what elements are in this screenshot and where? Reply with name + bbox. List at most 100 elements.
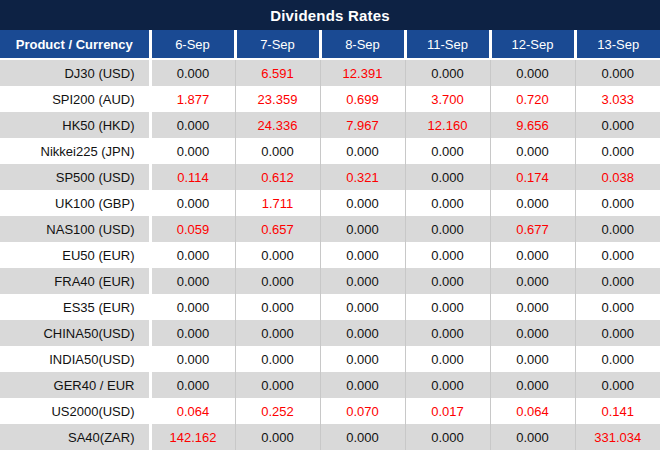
value-cell: 0.000 — [490, 372, 575, 398]
value-cell: 0.000 — [235, 268, 320, 294]
product-cell: NAS100 (USD) — [0, 216, 150, 242]
value-cell: 0.000 — [405, 268, 490, 294]
value-cell: 0.321 — [320, 164, 405, 190]
table-row: DJ30 (USD)0.0006.59112.3910.0000.0000.00… — [0, 59, 660, 86]
value-cell: 0.064 — [150, 398, 235, 424]
value-cell: 0.000 — [490, 268, 575, 294]
product-cell: INDIA50(USD) — [0, 346, 150, 372]
value-cell: 0.000 — [405, 138, 490, 164]
value-cell: 0.000 — [575, 138, 660, 164]
value-cell: 0.038 — [575, 164, 660, 190]
value-cell: 0.000 — [235, 320, 320, 346]
table-row: SPI200 (AUD)1.87723.3590.6993.7000.7203.… — [0, 86, 660, 112]
value-cell: 0.000 — [405, 190, 490, 216]
value-cell: 0.000 — [235, 294, 320, 320]
value-cell: 0.000 — [490, 424, 575, 450]
product-cell: ES35 (EUR) — [0, 294, 150, 320]
value-cell: 0.677 — [490, 216, 575, 242]
value-cell: 7.967 — [320, 112, 405, 138]
product-cell: SPI200 (AUD) — [0, 86, 150, 112]
value-cell: 0.252 — [235, 398, 320, 424]
table-title: Dividends Rates — [270, 7, 390, 24]
value-cell: 0.000 — [575, 59, 660, 86]
value-cell: 0.000 — [320, 190, 405, 216]
column-header-date: 6-Sep — [150, 30, 235, 59]
value-cell: 0.000 — [405, 294, 490, 320]
product-cell: CHINA50(USD) — [0, 320, 150, 346]
value-cell: 0.000 — [405, 320, 490, 346]
table-row: US2000(USD)0.0640.2520.0700.0170.0640.14… — [0, 398, 660, 424]
value-cell: 0.000 — [575, 372, 660, 398]
value-cell: 6.591 — [235, 59, 320, 86]
value-cell: 0.000 — [575, 112, 660, 138]
value-cell: 0.000 — [150, 346, 235, 372]
value-cell: 0.000 — [235, 138, 320, 164]
value-cell: 0.000 — [490, 320, 575, 346]
value-cell: 331.034 — [575, 424, 660, 450]
value-cell: 0.000 — [150, 372, 235, 398]
header-row: Product / Currency 6-Sep7-Sep8-Sep11-Sep… — [0, 30, 660, 59]
table-row: EU50 (EUR)0.0000.0000.0000.0000.0000.000 — [0, 242, 660, 268]
value-cell: 1.711 — [235, 190, 320, 216]
column-header-date: 13-Sep — [575, 30, 660, 59]
value-cell: 0.000 — [320, 268, 405, 294]
value-cell: 0.000 — [235, 424, 320, 450]
value-cell: 0.000 — [150, 242, 235, 268]
value-cell: 0.017 — [405, 398, 490, 424]
value-cell: 0.000 — [320, 242, 405, 268]
table-row: SP500 (USD)0.1140.6120.3210.0000.1740.03… — [0, 164, 660, 190]
table-row: ES35 (EUR)0.0000.0000.0000.0000.0000.000 — [0, 294, 660, 320]
value-cell: 1.877 — [150, 86, 235, 112]
value-cell: 0.000 — [575, 190, 660, 216]
value-cell: 0.000 — [405, 346, 490, 372]
column-header-date: 8-Sep — [320, 30, 405, 59]
column-header-date: 7-Sep — [235, 30, 320, 59]
table-row: Nikkei225 (JPN)0.0000.0000.0000.0000.000… — [0, 138, 660, 164]
product-cell: DJ30 (USD) — [0, 59, 150, 86]
value-cell: 0.000 — [575, 346, 660, 372]
value-cell: 0.174 — [490, 164, 575, 190]
value-cell: 12.391 — [320, 59, 405, 86]
value-cell: 0.000 — [150, 294, 235, 320]
value-cell: 0.000 — [575, 294, 660, 320]
value-cell: 0.699 — [320, 86, 405, 112]
product-cell: GER40 / EUR — [0, 372, 150, 398]
value-cell: 0.612 — [235, 164, 320, 190]
value-cell: 0.000 — [150, 190, 235, 216]
value-cell: 0.059 — [150, 216, 235, 242]
table-row: HK50 (HKD)0.00024.3367.96712.1609.6560.0… — [0, 112, 660, 138]
value-cell: 0.000 — [320, 424, 405, 450]
value-cell: 0.657 — [235, 216, 320, 242]
table-title-bar: Dividends Rates — [0, 0, 660, 30]
value-cell: 0.000 — [490, 59, 575, 86]
value-cell: 12.160 — [405, 112, 490, 138]
column-header-date: 11-Sep — [405, 30, 490, 59]
value-cell: 0.000 — [150, 320, 235, 346]
column-header-product: Product / Currency — [0, 30, 150, 59]
value-cell: 0.000 — [235, 242, 320, 268]
value-cell: 0.000 — [490, 346, 575, 372]
product-cell: Nikkei225 (JPN) — [0, 138, 150, 164]
table-body: DJ30 (USD)0.0006.59112.3910.0000.0000.00… — [0, 59, 660, 450]
value-cell: 0.000 — [490, 138, 575, 164]
value-cell: 0.000 — [490, 190, 575, 216]
table-row: GER40 / EUR0.0000.0000.0000.0000.0000.00… — [0, 372, 660, 398]
value-cell: 0.000 — [405, 424, 490, 450]
value-cell: 0.000 — [150, 112, 235, 138]
value-cell: 23.359 — [235, 86, 320, 112]
table-row: SA40(ZAR)142.1620.0000.0000.0000.000331.… — [0, 424, 660, 450]
value-cell: 0.000 — [320, 346, 405, 372]
value-cell: 142.162 — [150, 424, 235, 450]
value-cell: 0.000 — [575, 320, 660, 346]
value-cell: 0.000 — [150, 138, 235, 164]
value-cell: 0.000 — [405, 164, 490, 190]
value-cell: 0.000 — [150, 268, 235, 294]
product-cell: US2000(USD) — [0, 398, 150, 424]
value-cell: 0.064 — [490, 398, 575, 424]
value-cell: 0.000 — [575, 268, 660, 294]
dividends-rates-table: Product / Currency 6-Sep7-Sep8-Sep11-Sep… — [0, 30, 660, 450]
product-cell: FRA40 (EUR) — [0, 268, 150, 294]
dividends-rates-widget: Dividends Rates Product / Currency 6-Sep… — [0, 0, 660, 452]
value-cell: 0.000 — [405, 372, 490, 398]
value-cell: 0.000 — [490, 242, 575, 268]
